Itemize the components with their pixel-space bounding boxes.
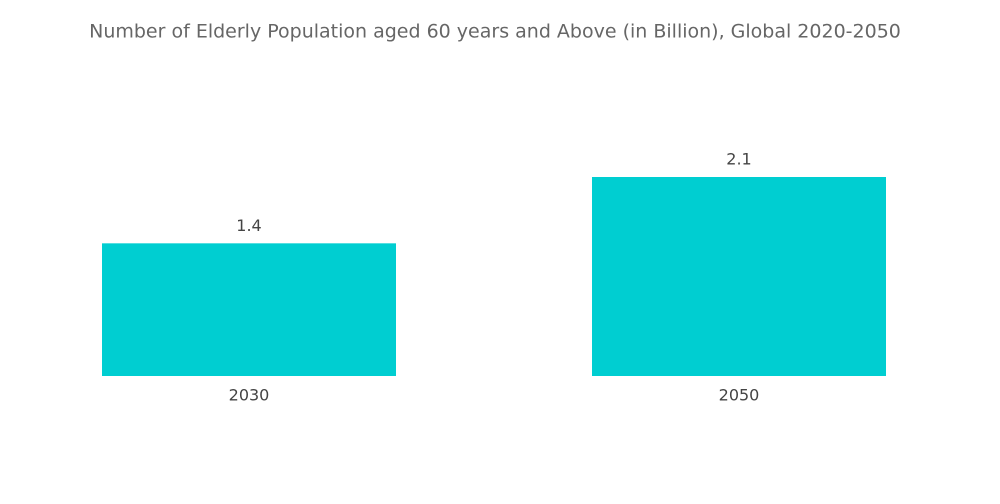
x-tick-label: 2030 — [229, 386, 270, 405]
x-tick-label: 2050 — [719, 386, 760, 405]
bar — [592, 177, 886, 376]
data-label: 2.1 — [726, 150, 751, 169]
bar — [102, 243, 396, 376]
chart-title: Number of Elderly Population aged 60 yea… — [89, 21, 901, 43]
data-label: 1.4 — [236, 216, 261, 235]
